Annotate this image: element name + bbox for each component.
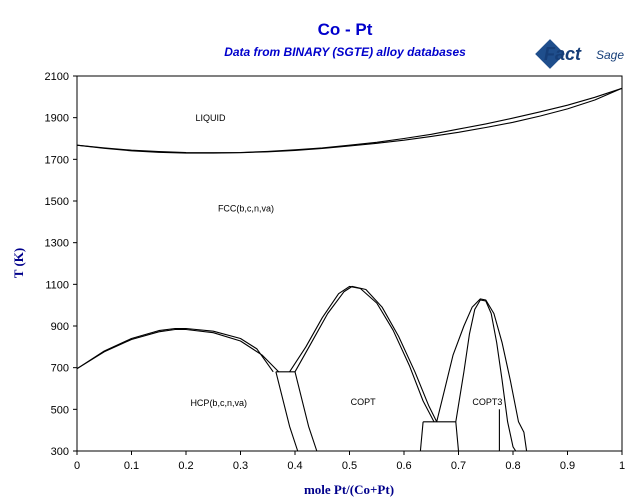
phase-boundary-line [419, 421, 424, 452]
region-label: COPT3 [472, 397, 502, 407]
phase-boundaries [76, 87, 623, 452]
y-tick-label: 700 [51, 363, 69, 375]
phase-boundary-line [436, 298, 528, 452]
phase-boundary-line [76, 328, 279, 373]
logo-wordmark: Fact [544, 44, 582, 64]
phase-boundary-line [76, 327, 274, 373]
phase-boundary-line [76, 87, 623, 154]
y-tick-label: 300 [51, 446, 69, 458]
x-axis: 0 0.1 0.2 0.3 0.4 0.5 0.6 0.7 0.8 0.9 1 [74, 451, 625, 472]
y-tick-label: 1100 [45, 279, 69, 291]
phase-boundary-line [275, 371, 299, 452]
y-tick-label: 1300 [45, 238, 69, 250]
phase-boundary-line [455, 421, 460, 452]
region-label: LIQUID [196, 113, 227, 123]
region-label: COPT [351, 397, 377, 407]
factsage-logo: Fact Sage [535, 38, 636, 76]
x-tick-label: 0.9 [560, 460, 575, 472]
chart-title: Co - Pt [317, 20, 373, 39]
x-axis-title: mole Pt/(Co+Pt) [304, 482, 394, 497]
x-tick-label: 0.4 [287, 460, 302, 472]
y-axis: 300 500 700 900 1100 1300 1500 1700 1900 2100 [45, 71, 77, 458]
x-tick-label: 1 [619, 460, 625, 472]
x-tick-label: 0.2 [178, 460, 193, 472]
x-tick-label: 0.7 [451, 460, 466, 472]
logo-wordmark-suffix: Sage [596, 48, 625, 62]
y-tick-label: 1700 [45, 154, 69, 166]
x-tick-label: 0.5 [342, 460, 357, 472]
phase-boundary-line [76, 87, 623, 154]
region-label: FCC(b,c,n,va) [218, 203, 274, 213]
y-tick-label: 2100 [45, 71, 69, 83]
phase-boundary-line [294, 285, 438, 423]
phase-boundary-line [455, 299, 517, 452]
y-tick-label: 1500 [45, 196, 69, 208]
x-tick-label: 0.3 [233, 460, 248, 472]
y-axis-title: T (K) [11, 248, 26, 278]
region-label: HCP(b,c,n,va) [190, 398, 247, 408]
y-tick-label: 900 [51, 321, 69, 333]
x-tick-label: 0.6 [396, 460, 411, 472]
y-tick-label: 1900 [45, 113, 69, 125]
plot-frame [76, 75, 623, 452]
phase-boundary-line [294, 371, 318, 452]
x-tick-label: 0.1 [124, 460, 139, 472]
chart-subtitle: Data from BINARY (SGTE) alloy databases [224, 45, 466, 59]
region-labels: LIQUID FCC(b,c,n,va) HCP(b,c,n,va) COPT COPT… [190, 113, 502, 408]
y-tick-label: 500 [51, 404, 69, 416]
x-tick-label: 0 [74, 460, 80, 472]
x-tick-label: 0.8 [505, 460, 520, 472]
